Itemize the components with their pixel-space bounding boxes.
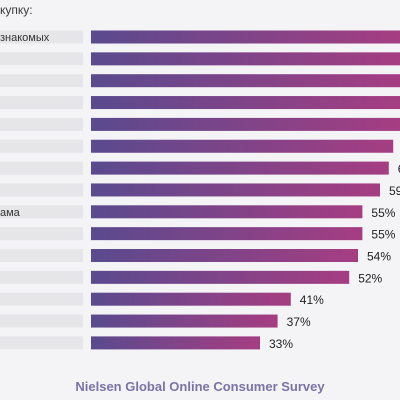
category-strip	[0, 139, 83, 153]
bar	[91, 270, 350, 284]
category-strip	[0, 96, 83, 110]
source-caption: Nielsen Global Online Consumer Survey	[75, 379, 325, 394]
category-strip	[0, 227, 83, 241]
category-strip	[0, 52, 83, 66]
bar	[91, 249, 358, 262]
bar	[91, 30, 400, 44]
value-label: 33%	[269, 337, 293, 351]
bar	[91, 52, 400, 66]
bar	[91, 336, 260, 350]
bar	[91, 227, 363, 241]
bar	[91, 139, 394, 153]
value-label: 52%	[358, 271, 382, 285]
chart-title: купку:	[0, 3, 33, 17]
value-label: 55%	[371, 206, 395, 220]
category-strip	[0, 205, 83, 219]
category-strip	[0, 30, 83, 44]
value-label: 37%	[287, 315, 311, 329]
value-label: 61%	[398, 162, 400, 176]
category-label: ама	[0, 207, 21, 219]
category-strip	[0, 183, 83, 197]
category-strip	[0, 161, 83, 175]
category-strip	[0, 249, 83, 262]
category-strip	[0, 270, 83, 284]
bar	[91, 96, 400, 110]
bar	[91, 292, 291, 306]
category-strip	[0, 314, 83, 328]
bar	[91, 117, 400, 131]
category-strip	[0, 336, 83, 350]
value-label: 59%	[389, 184, 400, 198]
value-label: 41%	[300, 293, 324, 307]
bar	[91, 161, 389, 175]
bar	[91, 74, 400, 88]
chart-area: знакомых66261%59%ама55%55%54%52%41%37%33…	[0, 30, 400, 351]
category-strip	[0, 292, 83, 306]
category-strip	[0, 117, 83, 131]
category-label: знакомых	[0, 32, 50, 44]
bar	[91, 314, 278, 328]
bar	[91, 183, 380, 197]
category-strip	[0, 74, 83, 88]
value-label: 54%	[367, 250, 391, 264]
bar	[91, 205, 363, 219]
value-label: 55%	[371, 228, 395, 242]
